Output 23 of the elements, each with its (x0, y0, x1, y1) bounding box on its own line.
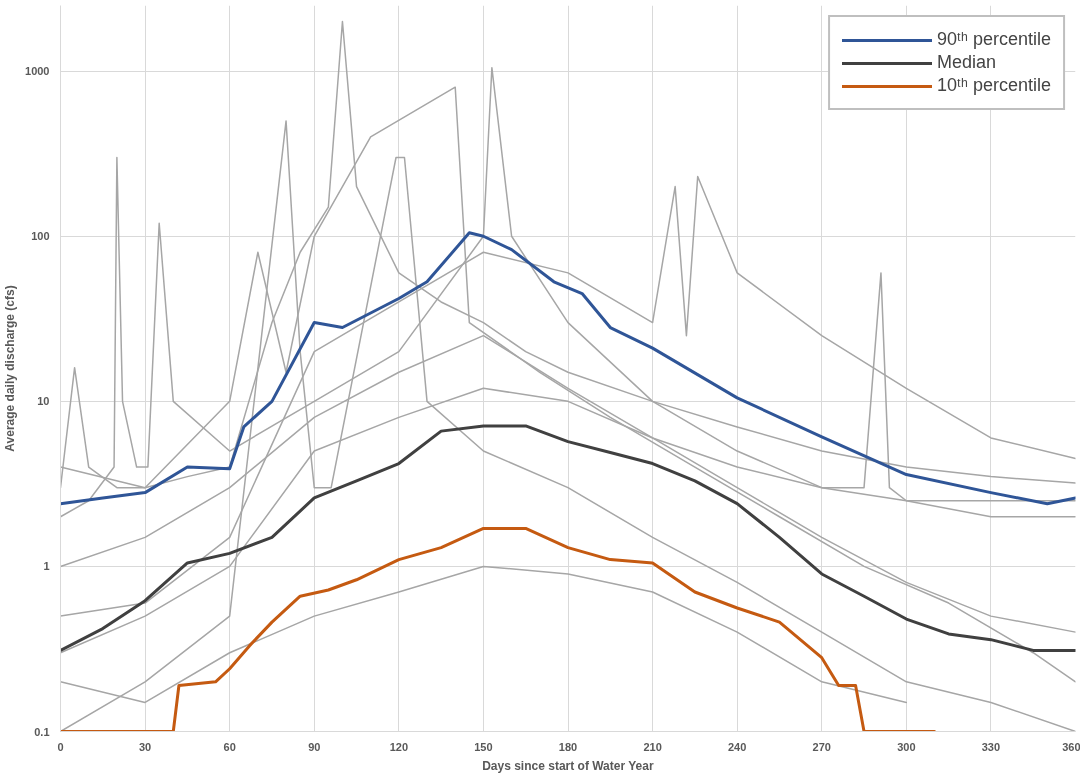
x-tick-label: 120 (389, 740, 409, 753)
x-tick-label: 90 (308, 740, 321, 753)
x-tick-label: 150 (474, 740, 493, 753)
x-tick-label: 30 (138, 740, 152, 753)
y-tick-label: 100 (31, 230, 50, 243)
y-tick-label: 10 (37, 395, 50, 408)
x-tick-label: 270 (812, 740, 831, 753)
x-tick-label: 300 (897, 740, 916, 753)
y-tick-label: 1 (43, 560, 50, 573)
x-tick-label: 240 (727, 740, 747, 753)
x-axis-title: Days since start of Water Year (482, 758, 654, 773)
legend-label: 90ᵗʰ percentile (937, 29, 1051, 50)
y-tick-label: 0.1 (34, 725, 50, 738)
y-tick-label: 1000 (25, 65, 50, 78)
legend-label: 10ᵗʰ percentile (937, 75, 1051, 96)
x-tick-label: 180 (558, 740, 578, 753)
x-tick-label: 60 (223, 740, 236, 753)
x-tick-label: 360 (1062, 740, 1081, 753)
x-tick-label: 0 (57, 740, 64, 753)
legend-label: Median (937, 52, 997, 73)
x-tick-label: 210 (643, 740, 662, 753)
y-axis-title: Average daily discharge (cfs) (3, 285, 18, 452)
x-tick-label: 330 (981, 740, 1001, 753)
